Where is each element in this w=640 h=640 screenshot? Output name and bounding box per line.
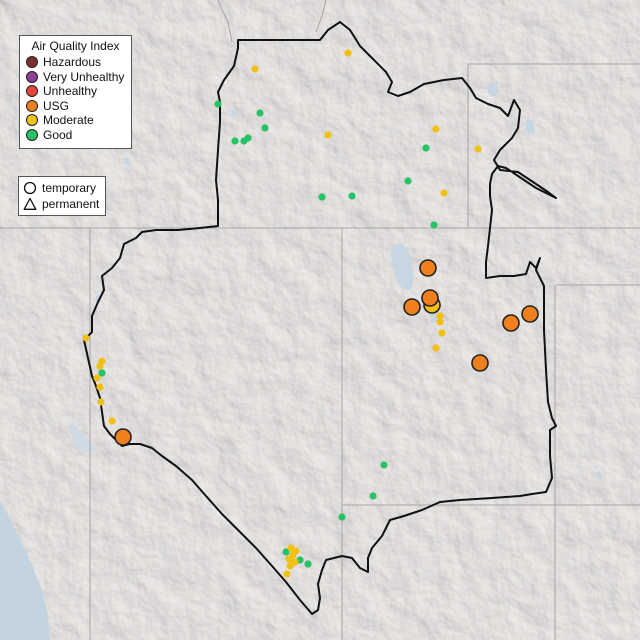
site-usg[interactable] (421, 289, 439, 307)
legend-item-unhealthy: Unhealthy (26, 84, 125, 99)
permanent-label: permanent (42, 197, 100, 211)
site-usg[interactable] (471, 354, 489, 372)
site-moderate[interactable] (344, 49, 352, 57)
site-moderate[interactable] (82, 334, 90, 342)
very-unhealthy-swatch-icon (26, 70, 38, 83)
site-usg[interactable] (403, 298, 421, 316)
site-moderate[interactable] (251, 65, 259, 73)
site-usg[interactable] (114, 428, 132, 446)
site-good[interactable] (430, 221, 438, 229)
legend-label: Very Unhealthy (43, 69, 125, 84)
legend-item-hazardous: Hazardous (26, 55, 125, 70)
unhealthy-swatch-icon (26, 85, 38, 98)
monitor-sites (82, 49, 539, 578)
ocean (0, 500, 50, 640)
site-good[interactable] (304, 560, 312, 568)
site-usg[interactable] (419, 259, 437, 277)
good-swatch-icon (26, 128, 38, 141)
hazardous-swatch-icon (26, 56, 38, 69)
legend-label: Moderate (43, 113, 94, 128)
site-moderate[interactable] (440, 189, 448, 197)
site-moderate[interactable] (436, 312, 444, 320)
monitor-type-legend: temporary permanent (18, 176, 106, 216)
site-moderate[interactable] (474, 145, 482, 153)
site-moderate[interactable] (432, 344, 440, 352)
temporary-label: temporary (42, 181, 97, 195)
site-good[interactable] (261, 124, 269, 132)
site-moderate[interactable] (438, 329, 446, 337)
region-boundary (83, 21, 557, 615)
legend-item-moderate: Moderate (26, 113, 125, 128)
legend-item-good: Good (26, 128, 125, 143)
site-moderate[interactable] (286, 562, 294, 570)
site-good[interactable] (282, 548, 290, 556)
site-moderate[interactable] (93, 374, 101, 382)
site-good[interactable] (214, 100, 222, 108)
site-moderate[interactable] (283, 570, 291, 578)
site-moderate[interactable] (97, 398, 105, 406)
site-good[interactable] (348, 192, 356, 200)
site-moderate[interactable] (96, 383, 104, 391)
legend-item-temporary: temporary (23, 180, 105, 196)
site-moderate[interactable] (432, 125, 440, 133)
site-good[interactable] (422, 144, 430, 152)
aqi-legend: Air Quality Index Hazardous Very Unhealt… (19, 35, 132, 149)
triangle-icon (23, 197, 37, 211)
site-moderate[interactable] (324, 131, 332, 139)
site-usg[interactable] (502, 314, 520, 332)
site-good[interactable] (404, 177, 412, 185)
legend-label: Hazardous (43, 55, 102, 70)
site-good[interactable] (338, 513, 346, 521)
site-good[interactable] (369, 492, 377, 500)
site-usg[interactable] (521, 305, 539, 323)
usg-swatch-icon (26, 99, 38, 112)
site-good[interactable] (256, 109, 264, 117)
site-good[interactable] (244, 134, 252, 142)
site-good[interactable] (98, 369, 106, 377)
legend-item-usg: USG (26, 99, 125, 114)
site-good[interactable] (231, 137, 239, 145)
legend-title: Air Quality Index (31, 39, 120, 53)
site-moderate[interactable] (291, 558, 299, 566)
legend-item-permanent: permanent (23, 196, 105, 212)
site-moderate[interactable] (285, 555, 293, 563)
circle-icon (23, 181, 37, 195)
legend-label: Good (43, 127, 73, 142)
site-moderate[interactable] (96, 362, 104, 370)
legend-label: Unhealthy (43, 84, 98, 99)
legend-item-very-unhealthy: Very Unhealthy (26, 70, 125, 85)
site-good[interactable] (318, 193, 326, 201)
legend-label: USG (43, 98, 70, 113)
moderate-swatch-icon (26, 114, 38, 127)
site-good[interactable] (380, 461, 388, 469)
site-moderate[interactable] (108, 417, 116, 425)
site-moderate[interactable] (436, 318, 444, 326)
